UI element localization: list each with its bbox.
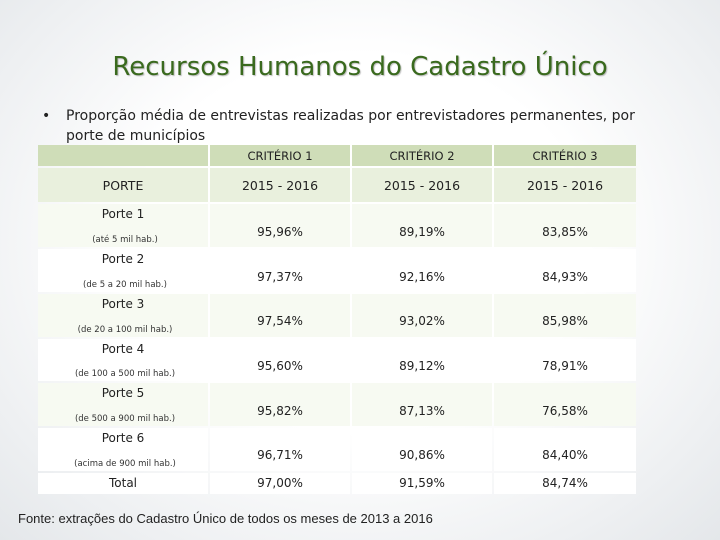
value: 89,12% — [399, 358, 445, 373]
porte-description: (de 100 a 500 mil hab.) — [74, 369, 176, 380]
value: 84,40% — [542, 448, 588, 463]
value-cell: 84,93% — [494, 249, 636, 292]
value: 95,60% — [257, 358, 303, 373]
value: 78,91% — [542, 358, 588, 373]
value-cell: 97,37% — [210, 249, 350, 292]
value-cell: 87,13% — [352, 383, 492, 426]
value: 87,13% — [399, 403, 445, 418]
value-cell: 96,71% — [210, 427, 350, 471]
criteria-header: CRITÉRIO 3 — [494, 145, 636, 167]
bullet-dot-icon: • — [42, 108, 51, 124]
value: 97,37% — [257, 269, 303, 284]
porte-name: Porte 3 — [101, 296, 145, 311]
value: 92,16% — [399, 269, 445, 284]
value: 84,93% — [542, 269, 588, 284]
total-label: Total — [38, 472, 208, 494]
porte-description: (de 500 a 900 mil hab.) — [74, 413, 176, 424]
value: 97,54% — [257, 314, 303, 329]
period-header-row: PORTE 2015 - 2016 2015 - 2016 2015 - 201… — [38, 168, 636, 203]
porte-name: Porte 2 — [101, 252, 145, 267]
porte-description: (acima de 900 mil hab.) — [74, 458, 176, 469]
period-header: 2015 - 2016 — [494, 168, 636, 203]
porte-name: Porte 5 — [101, 386, 145, 401]
value: 90,86% — [399, 448, 445, 463]
period-header: 2015 - 2016 — [210, 168, 350, 203]
value-cell: 84,40% — [494, 427, 636, 471]
value: 96,71% — [257, 448, 303, 463]
criteria-header-row: CRITÉRIO 1 CRITÉRIO 2 CRITÉRIO 3 — [38, 145, 636, 167]
value: 93,02% — [399, 314, 445, 329]
criteria-header: CRITÉRIO 2 — [352, 145, 492, 167]
table-row: Porte 4 (de 100 a 500 mil hab.) 95,60% 8… — [38, 338, 636, 382]
value-cell: 95,96% — [210, 204, 350, 248]
total-value: 97,00% — [210, 472, 350, 494]
source-note: Fonte: extrações do Cadastro Único de to… — [18, 511, 433, 526]
value-cell: 83,85% — [494, 204, 636, 248]
value-cell: 93,02% — [352, 293, 492, 337]
porte-cell: Porte 3 (de 20 a 100 mil hab.) — [38, 293, 208, 337]
porte-name: Porte 4 — [101, 341, 145, 356]
bullet-text: Proporção média de entrevistas realizada… — [66, 108, 635, 144]
value-cell: 76,58% — [494, 383, 636, 426]
criteria-header: CRITÉRIO 1 — [210, 145, 350, 167]
total-value: 91,59% — [352, 472, 492, 494]
value: 89,19% — [399, 224, 445, 239]
value: 95,82% — [257, 403, 303, 418]
porte-cell: Porte 2 (de 5 a 20 mil hab.) — [38, 249, 208, 292]
total-value: 84,74% — [494, 472, 636, 494]
porte-cell: Porte 5 (de 500 a 900 mil hab.) — [38, 383, 208, 426]
table-row: Porte 6 (acima de 900 mil hab.) 96,71% 9… — [38, 427, 636, 471]
porte-cell: Porte 4 (de 100 a 500 mil hab.) — [38, 338, 208, 382]
data-table: CRITÉRIO 1 CRITÉRIO 2 CRITÉRIO 3 PORTE 2… — [36, 143, 638, 496]
value-cell: 85,98% — [494, 293, 636, 337]
value-cell: 95,60% — [210, 338, 350, 382]
porte-description: (de 5 a 20 mil hab.) — [83, 279, 167, 290]
total-row: Total 97,00% 91,59% 84,74% — [38, 472, 636, 494]
value: 95,96% — [257, 224, 303, 239]
table-row: Porte 1 (até 5 mil hab.) 95,96% 89,19% 8… — [38, 204, 636, 248]
value: 85,98% — [542, 314, 588, 329]
table-row: Porte 2 (de 5 a 20 mil hab.) 97,37% 92,1… — [38, 249, 636, 292]
porte-name: Porte 6 — [101, 430, 145, 445]
value: 76,58% — [542, 403, 588, 418]
value-cell: 95,82% — [210, 383, 350, 426]
slide-title: Recursos Humanos do Cadastro Único — [112, 52, 608, 82]
value: 83,85% — [542, 224, 588, 239]
value-cell: 89,19% — [352, 204, 492, 248]
value-cell: 89,12% — [352, 338, 492, 382]
porte-name: Porte 1 — [101, 207, 145, 222]
value-cell: 92,16% — [352, 249, 492, 292]
porte-description: (até 5 mil hab.) — [92, 235, 158, 246]
header-blank-cell — [38, 145, 208, 167]
value-cell: 97,54% — [210, 293, 350, 337]
porte-cell: Porte 6 (acima de 900 mil hab.) — [38, 427, 208, 471]
value-cell: 78,91% — [494, 338, 636, 382]
porte-description: (de 20 a 100 mil hab.) — [77, 324, 173, 335]
table-row: Porte 3 (de 20 a 100 mil hab.) 97,54% 93… — [38, 293, 636, 337]
porte-header: PORTE — [38, 168, 208, 203]
porte-cell: Porte 1 (até 5 mil hab.) — [38, 204, 208, 248]
table-row: Porte 5 (de 500 a 900 mil hab.) 95,82% 8… — [38, 383, 636, 426]
period-header: 2015 - 2016 — [352, 168, 492, 203]
value-cell: 90,86% — [352, 427, 492, 471]
